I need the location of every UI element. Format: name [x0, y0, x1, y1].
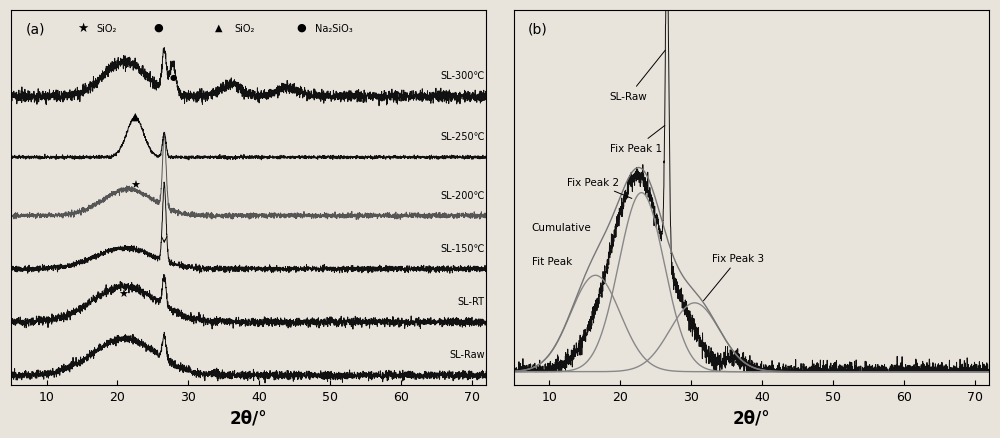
Text: SL-150℃: SL-150℃ [440, 244, 485, 253]
Text: Fix Peak 1: Fix Peak 1 [610, 126, 665, 153]
Text: SL-300℃: SL-300℃ [440, 71, 485, 81]
Text: SL-Raw: SL-Raw [610, 51, 665, 102]
Text: (b): (b) [528, 22, 548, 36]
Text: Cumulative: Cumulative [532, 223, 591, 233]
X-axis label: 2θ/°: 2θ/° [733, 409, 770, 427]
X-axis label: 2θ/°: 2θ/° [230, 409, 267, 427]
Text: Na₂SiO₃: Na₂SiO₃ [315, 24, 353, 34]
Text: SL-RT: SL-RT [458, 297, 485, 307]
Text: ▲: ▲ [215, 22, 223, 32]
Text: SiO₂: SiO₂ [97, 24, 117, 34]
Text: ●: ● [296, 22, 306, 32]
Text: ★: ★ [78, 22, 89, 35]
Text: ★: ★ [130, 181, 140, 191]
Text: ★: ★ [118, 290, 128, 300]
Text: ▲: ▲ [131, 111, 139, 121]
Text: SL-200℃: SL-200℃ [440, 190, 485, 200]
Text: Fix Peak 2: Fix Peak 2 [567, 178, 632, 199]
Text: SL-Raw: SL-Raw [449, 350, 485, 360]
Text: Fit Peak: Fit Peak [532, 257, 572, 267]
Text: Fix Peak 3: Fix Peak 3 [704, 254, 765, 301]
Text: ●: ● [154, 22, 163, 32]
Text: (a): (a) [25, 22, 45, 36]
Text: ●: ● [169, 72, 176, 81]
Text: SiO₂: SiO₂ [234, 24, 255, 34]
Text: SL-250℃: SL-250℃ [440, 132, 485, 142]
